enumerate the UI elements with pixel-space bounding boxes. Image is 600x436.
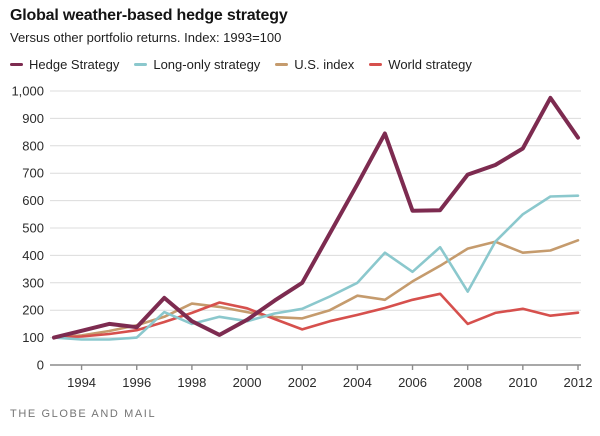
y-tick-label: 600 — [22, 193, 44, 208]
x-tick-label: 1994 — [67, 375, 96, 390]
source-credit: THE GLOBE AND MAIL — [10, 408, 157, 420]
page-title: Global weather-based hedge strategy — [10, 7, 288, 24]
legend-label: U.S. index — [294, 57, 355, 72]
y-tick-label: 1,000 — [11, 85, 44, 99]
x-tick-label: 2006 — [398, 375, 427, 390]
x-tick-label: 2004 — [343, 375, 372, 390]
legend-item-1: Long-only strategy — [134, 57, 260, 72]
legend-swatch-icon — [10, 62, 23, 67]
x-tick-label: 2012 — [564, 375, 593, 390]
x-tick-label: 2002 — [288, 375, 317, 390]
legend-label: Long-only strategy — [153, 57, 261, 72]
x-tick-label: 2000 — [233, 375, 262, 390]
y-tick-label: 100 — [22, 330, 44, 345]
series-line-world-strategy — [52, 292, 580, 339]
y-tick-label: 300 — [22, 275, 44, 290]
line-chart: 0 100 200 300 400 500 600 700 800 900 1,000 1994 199… — [11, 85, 593, 390]
y-tick-label: 200 — [22, 303, 44, 318]
x-tick-label: 2008 — [453, 375, 482, 390]
legend-label: World strategy — [388, 57, 472, 72]
legend-swatch-icon — [275, 62, 289, 67]
x-tick-label: 2010 — [508, 375, 537, 390]
x-tick-label: 1996 — [122, 375, 151, 390]
legend-item-2: U.S. index — [275, 57, 354, 72]
y-tick-label: 800 — [22, 138, 44, 153]
legend-swatch-icon — [369, 62, 383, 67]
x-tick-label: 1998 — [177, 375, 206, 390]
series-line-long-only-strategy — [52, 194, 580, 341]
y-tick-label: 400 — [22, 248, 44, 263]
chart-legend: Hedge Strategy Long-only strategy U.S. ind… — [10, 57, 472, 72]
legend-item-0: Hedge Strategy — [10, 57, 119, 72]
chart-subtitle: Versus other portfolio returns. Index: 1… — [10, 30, 282, 45]
series-line-hedge-strategy — [52, 95, 580, 340]
legend-label: Hedge Strategy — [29, 57, 120, 72]
y-tick-label: 700 — [22, 166, 44, 181]
y-tick-label: 900 — [22, 111, 44, 126]
y-tick-label: 500 — [22, 221, 44, 236]
y-tick-label: 0 — [37, 358, 44, 373]
legend-swatch-icon — [134, 62, 148, 67]
legend-item-3: World strategy — [369, 57, 472, 72]
